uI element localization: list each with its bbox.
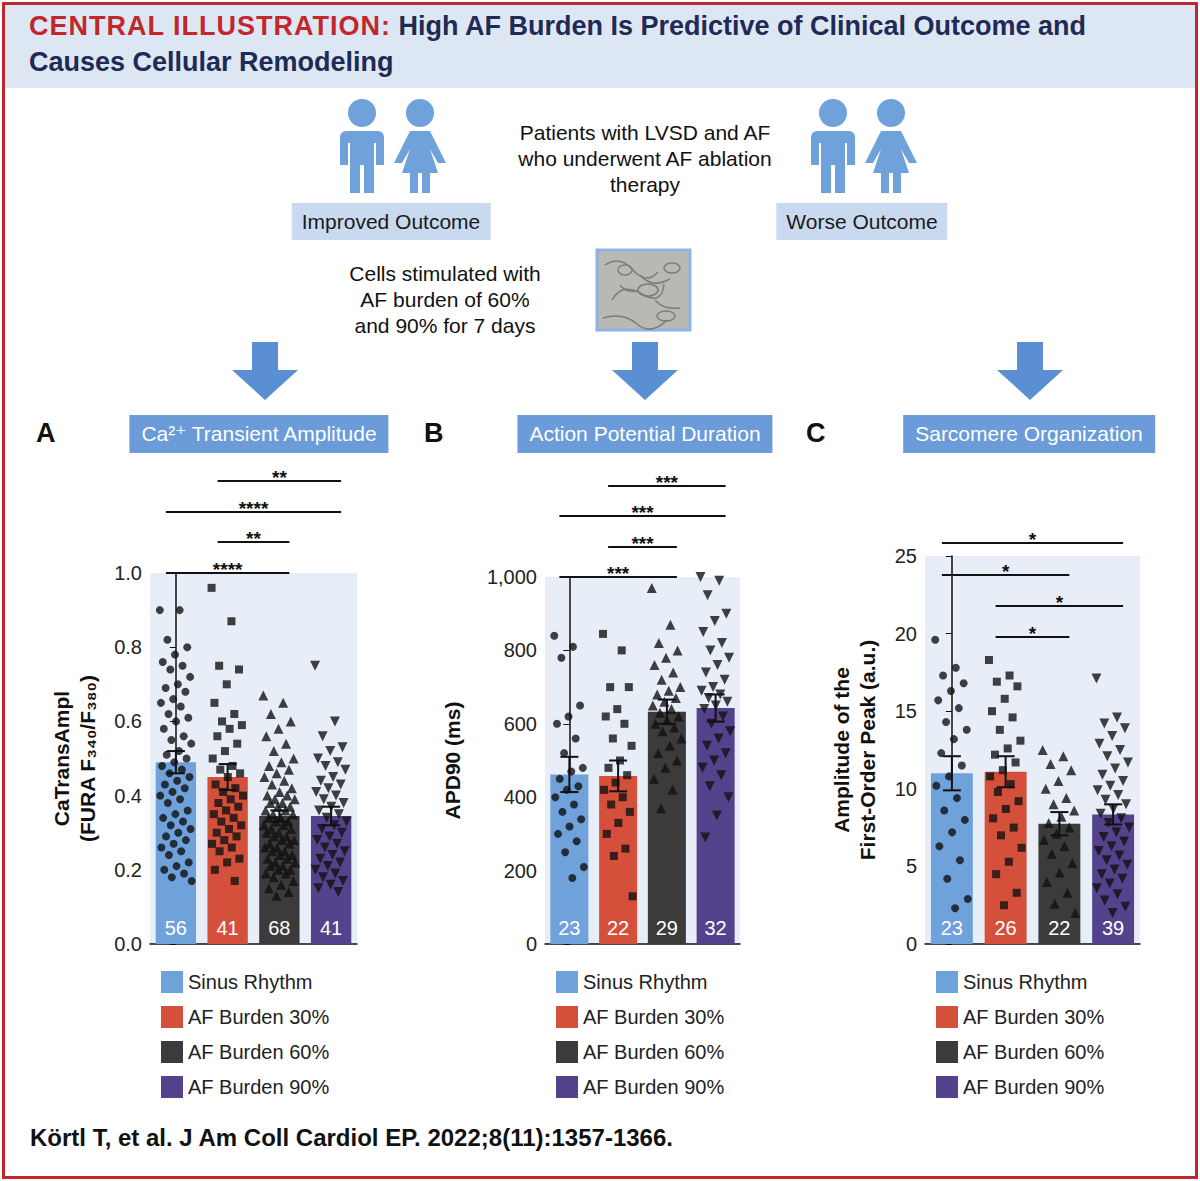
html-text:Ca²⁺ Transient Amplitude: Ca²⁺ Transient Amplitude [141,422,377,445]
svg-text:Sinus Rhythm: Sinus Rhythm [963,971,1088,993]
svg-text:41: 41 [217,917,239,939]
svg-text:1.0: 1.0 [114,562,142,584]
svg-text:****: **** [239,498,269,519]
svg-text:22: 22 [1048,917,1070,939]
html-text:C: C [806,418,826,448]
svg-text:Sinus Rhythm: Sinus Rhythm [188,971,313,993]
svg-text:20: 20 [895,623,917,645]
html-text:B: B [424,418,444,448]
svg-text:Sinus Rhythm: Sinus Rhythm [583,971,708,993]
svg-text:0.8: 0.8 [114,636,142,658]
html-text:Körtl T, et al. J Am Coll Card: Körtl T, et al. J Am Coll Cardiol EP. 20… [30,1124,673,1151]
html-text:Action Potential Duration: Action Potential Duration [529,422,761,445]
svg-text:68: 68 [268,917,290,939]
html-text:Cells stimulated with AF burde: Cells stimulated with AF burden of 60% a… [349,262,541,337]
svg-text:0.0: 0.0 [114,933,142,955]
svg-text:AF Burden 60%: AF Burden 60% [583,1041,724,1063]
svg-text:First-Order Peak (a.u.): First-Order Peak (a.u.) [856,640,879,861]
svg-text:29: 29 [656,917,678,939]
svg-text:*: * [1002,561,1010,582]
svg-text:AF Burden 30%: AF Burden 30% [963,1006,1104,1028]
svg-text:800: 800 [504,639,537,661]
svg-text:AF Burden 90%: AF Burden 90% [963,1076,1104,1098]
svg-text:*: * [1029,529,1037,550]
html-text:Sarcomere Organization: Sarcomere Organization [915,422,1143,445]
svg-text:26: 26 [995,917,1017,939]
svg-text:22: 22 [607,917,629,939]
svg-text:32: 32 [705,917,727,939]
html-text:Patients with LVSD and AF who: Patients with LVSD and AF who underwent … [518,121,772,196]
svg-text:(FURA F₃₄₀/F₃₈₀): (FURA F₃₄₀/F₃₈₀) [76,675,99,842]
svg-text:***: *** [656,472,679,493]
svg-text:***: *** [631,533,654,554]
svg-text:AF Burden 90%: AF Burden 90% [583,1076,724,1098]
svg-text:1,000: 1,000 [487,566,537,588]
svg-text:Amplitude of the: Amplitude of the [830,667,853,833]
svg-text:APD90 (ms): APD90 (ms) [441,702,464,820]
svg-text:**: ** [246,528,261,549]
svg-text:0: 0 [906,933,917,955]
svg-text:0: 0 [526,933,537,955]
svg-text:****: **** [213,559,243,580]
svg-text:41: 41 [320,917,342,939]
svg-text:200: 200 [504,860,537,882]
svg-text:39: 39 [1102,917,1124,939]
svg-text:400: 400 [504,786,537,808]
svg-text:0.2: 0.2 [114,859,142,881]
html-text:CENTRAL ILLUSTRATION: High AF: CENTRAL ILLUSTRATION: High AF Burden Is … [29,11,1087,77]
svg-text:AF Burden 30%: AF Burden 30% [583,1006,724,1028]
svg-text:10: 10 [895,778,917,800]
svg-text:56: 56 [165,917,187,939]
svg-text:CaTransAmpl: CaTransAmpl [50,691,73,826]
html-text:A: A [36,418,56,448]
svg-text:*: * [1056,592,1064,613]
svg-text:**: ** [272,467,287,488]
svg-text:23: 23 [558,917,580,939]
svg-text:AF Burden 90%: AF Burden 90% [188,1076,329,1098]
svg-text:15: 15 [895,700,917,722]
svg-text:*: * [1029,623,1037,644]
svg-text:23: 23 [941,917,963,939]
svg-text:AF Burden 60%: AF Burden 60% [188,1041,329,1063]
html-text:Improved Outcome: Improved Outcome [301,210,481,233]
svg-text:***: *** [631,502,654,523]
svg-text:***: *** [607,563,630,584]
svg-text:600: 600 [504,713,537,735]
svg-text:0.4: 0.4 [114,785,142,807]
svg-text:0.6: 0.6 [114,710,142,732]
svg-text:5: 5 [906,855,917,877]
svg-text:25: 25 [895,545,917,567]
svg-text:AF Burden 30%: AF Burden 30% [188,1006,329,1028]
html-text:Worse Outcome: Worse Outcome [786,210,938,233]
svg-text:AF Burden 60%: AF Burden 60% [963,1041,1104,1063]
